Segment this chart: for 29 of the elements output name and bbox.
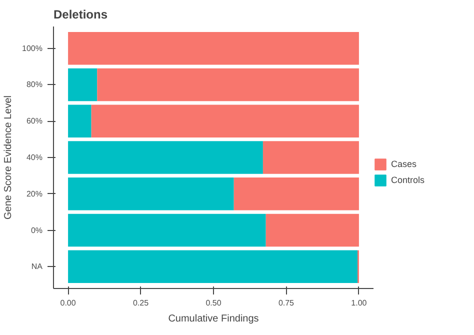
legend-label: Cases [391,159,417,169]
y-tick-label: 40% [26,153,43,162]
chart-title: Deletions [54,8,108,22]
bar [97,68,359,102]
bar [234,178,359,210]
y-tick-label: NA [31,262,44,272]
x-tick-label: 0.50 [206,298,222,308]
x-tick-label: 0.75 [278,298,295,308]
y-tick-label: 20% [26,189,43,198]
x-tick-label: 1.00 [351,298,368,308]
legend-label: Controls [391,175,425,185]
bar [68,250,358,284]
bar [262,141,359,174]
y-tick-label: 60% [26,116,43,126]
y-tick-label: 0% [30,226,42,235]
y-tick-label: 80% [26,80,43,90]
bar [68,214,266,247]
x-tick-label: 0.00 [60,298,76,308]
bar [68,104,92,138]
bar [68,68,98,102]
bar [266,214,359,247]
bar [91,104,359,138]
bar [68,141,263,174]
bar [68,32,359,65]
y-axis-title: Gene Score Evidence Level [3,96,14,220]
bar [68,178,234,210]
y-tick-label: 100% [22,44,43,53]
x-tick-label: 0.25 [132,298,150,308]
x-axis-title: Cumulative Findings [168,314,259,324]
